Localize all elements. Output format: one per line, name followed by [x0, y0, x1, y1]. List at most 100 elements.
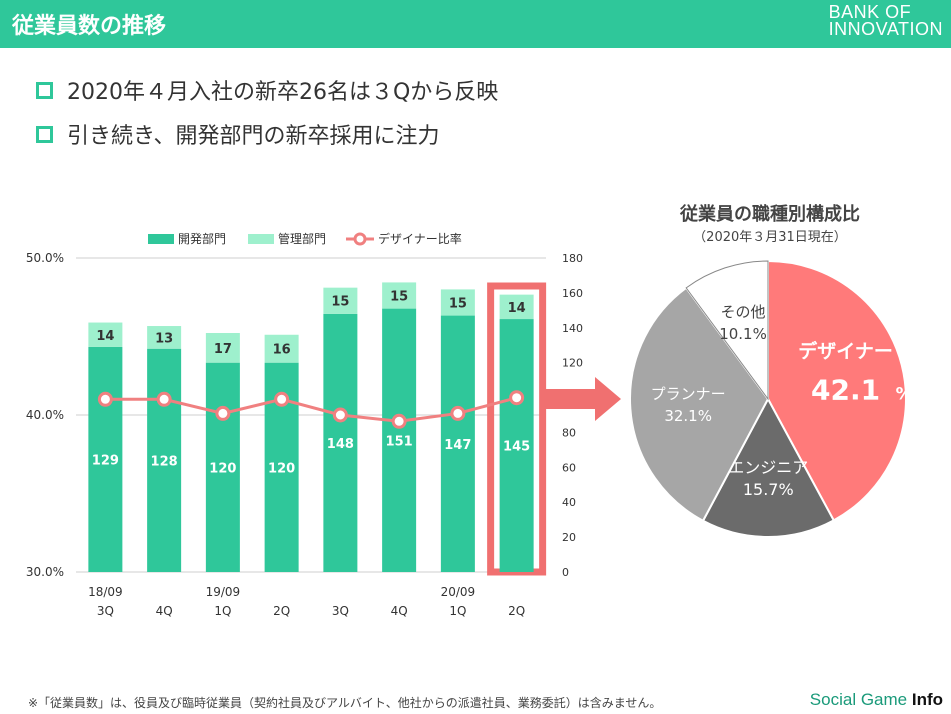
bar-mgmt-label: 16: [273, 343, 291, 358]
transition-arrow-icon: [543, 377, 621, 421]
bar-mgmt: [499, 294, 534, 320]
bullet-item: 引き続き、開発部門の新卒採用に注力: [36, 118, 439, 150]
bar-mgmt-label: 14: [508, 301, 526, 316]
x-tick-label: 4Q: [391, 604, 408, 618]
bar-mgmt: [323, 287, 358, 314]
bar-dev-label: 147: [444, 438, 471, 453]
bar-mgmt-label: 15: [390, 290, 408, 305]
pie-slice-value: 32.1%: [664, 407, 712, 425]
logo-line-2: INNOVATION: [828, 19, 943, 39]
x-tick-label: 1Q: [214, 604, 231, 618]
pie-title: 従業員の職種別構成比: [680, 204, 860, 225]
bar-mgmt: [264, 334, 299, 363]
designer-ratio-point: [391, 413, 407, 429]
bar-mgmt: [205, 333, 240, 363]
x-tick-label: 2Q: [273, 604, 290, 618]
x-tick-label-year: 19/09: [206, 585, 241, 599]
designer-ratio-point: [274, 391, 290, 407]
job-type-pie-chart: デザイナー 42.1 % エンジニア 15.7% プランナー 32.1% その他 10.1%: [629, 259, 913, 538]
x-tick-label-year: 20/09: [441, 585, 476, 599]
bar-mgmt-label: 15: [449, 296, 467, 311]
source-watermark: Social Game Info: [810, 690, 943, 710]
x-tick-label-year: 18/09: [88, 585, 123, 599]
bar-mgmt: [440, 289, 475, 316]
x-tick-label: 3Q: [332, 604, 349, 618]
bar-dev: [382, 308, 417, 572]
y-left-tick-label: 30.0%: [26, 565, 64, 579]
designer-ratio-point: [156, 391, 172, 407]
bar-dev: [499, 319, 534, 572]
x-tick-label: 3Q: [97, 604, 114, 618]
y-right-tick-label: 80: [562, 426, 576, 439]
logo-line-1: BANK OF: [828, 2, 912, 22]
bar-mgmt: [147, 326, 182, 349]
designer-ratio-point: [509, 390, 525, 406]
bar-dev-label: 120: [268, 461, 295, 476]
header-bar: 従業員数の推移 BANK OF INNOVATION: [0, 0, 951, 48]
bar-mgmt-label: 15: [331, 295, 349, 310]
bar-dev-label: 148: [327, 437, 354, 452]
y-right-tick-label: 60: [562, 461, 576, 474]
y-right-tick-label: 0: [562, 566, 569, 579]
legend-label: 管理部門: [278, 231, 326, 246]
pie-slice-label: プランナー: [651, 385, 726, 403]
pie-slice-value: 15.7%: [743, 480, 794, 499]
bar-mgmt-label: 13: [155, 331, 173, 346]
designer-ratio-point: [97, 391, 113, 407]
company-logo: BANK OF INNOVATION: [828, 2, 943, 39]
y-right-tick-label: 40: [562, 496, 576, 509]
x-tick-label: 4Q: [156, 604, 173, 618]
bar-dev: [205, 362, 240, 572]
y-right-tick-label: 180: [562, 252, 583, 265]
x-tick-label: 2Q: [508, 604, 525, 618]
bullet-square-icon: [36, 81, 53, 99]
pie-slice: [629, 286, 770, 523]
source-text: Social Game: [809, 690, 912, 709]
pie-slice: [685, 260, 769, 401]
legend-label: 開発部門: [178, 231, 226, 246]
y-left-tick-label: 40.0%: [26, 408, 64, 422]
bar-dev-label: 151: [386, 434, 413, 449]
bar-mgmt-label: 14: [96, 329, 114, 344]
source-text-bold: Info: [911, 690, 943, 709]
footnote: ※「従業員数」は、役員及び臨時従業員（契約社員及びアルバイト、他社からの派遣社員…: [28, 696, 662, 710]
pie-slice: [767, 259, 907, 522]
bar-dev-label: 145: [503, 440, 530, 455]
designer-ratio-line: [105, 396, 518, 423]
bar-dev: [440, 315, 475, 572]
legend-swatch-mgmt: [248, 234, 274, 244]
bar-dev-label: 128: [151, 454, 178, 469]
pie-subtitle: （2020年３月31日現在）: [693, 230, 847, 245]
legend-swatch-dev: [148, 234, 174, 244]
bullet-text: 引き続き、開発部門の新卒採用に注力: [67, 124, 440, 149]
pie-slice-unit: %: [896, 384, 913, 404]
bar-mgmt: [88, 322, 123, 347]
y-right-tick-label: 160: [562, 287, 583, 300]
pie-slice: [701, 396, 836, 538]
x-tick-label: 1Q: [449, 604, 466, 618]
bar-dev: [323, 313, 358, 572]
bullet-square-icon: [36, 125, 53, 143]
designer-ratio-point: [450, 405, 466, 421]
bar-dev: [88, 346, 123, 572]
bullet-item: 2020年４月入社の新卒26名は３Qから反映: [36, 74, 498, 106]
legend-label: デザイナー比率: [378, 231, 462, 246]
bar-mgmt: [382, 282, 417, 309]
bullet-text: 2020年４月入社の新卒26名は３Qから反映: [67, 80, 499, 105]
bar-dev-label: 129: [92, 453, 119, 468]
bar-dev: [147, 348, 182, 572]
y-right-tick-label: 120: [562, 357, 583, 370]
pie-slice-label: その他: [721, 303, 766, 321]
bar-dev-label: 120: [209, 461, 236, 476]
y-right-tick-label: 140: [562, 322, 583, 335]
pie-slice-label: エンジニア: [728, 458, 808, 477]
y-right-tick-label: 20: [562, 531, 576, 544]
designer-ratio-point: [215, 405, 231, 421]
pie-slice-label: デザイナー: [798, 339, 893, 362]
y-left-tick-label: 50.0%: [26, 251, 64, 265]
pie-slice-value: 42.1: [811, 373, 880, 406]
legend-marker-designer: [353, 232, 367, 246]
page-title: 従業員数の推移: [12, 14, 167, 39]
employee-bar-chart: 30.0%40.0%50.0%0204060801001201401601801…: [26, 231, 583, 618]
designer-ratio-point: [332, 407, 348, 423]
